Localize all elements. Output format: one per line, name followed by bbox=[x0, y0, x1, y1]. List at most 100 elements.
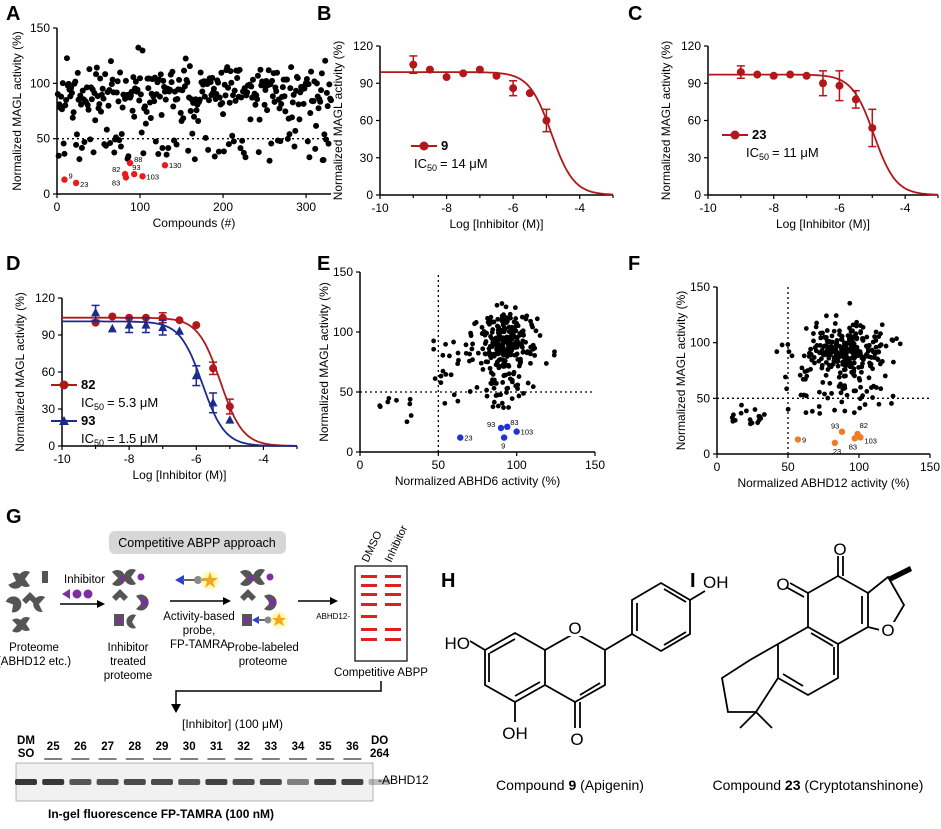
data-point bbox=[482, 351, 488, 357]
data-point bbox=[867, 363, 873, 369]
treated-label-2: treated bbox=[110, 656, 146, 668]
lane-label-do264-1: DO bbox=[371, 735, 388, 747]
data-point bbox=[491, 399, 497, 405]
data-point bbox=[300, 100, 307, 107]
data-point bbox=[425, 65, 434, 74]
data-point bbox=[480, 331, 486, 337]
y-tick-label: 0 bbox=[703, 447, 710, 461]
data-point bbox=[224, 64, 231, 71]
x-tick-label: -10 bbox=[371, 201, 389, 215]
data-point bbox=[296, 116, 303, 123]
arrow-down-icon bbox=[171, 704, 181, 713]
data-point bbox=[79, 87, 86, 94]
data-point bbox=[866, 354, 872, 360]
data-point bbox=[842, 408, 848, 414]
crypto-o-mask bbox=[879, 622, 897, 638]
arrow-right-icon bbox=[330, 597, 338, 605]
data-point bbox=[527, 349, 532, 355]
data-point bbox=[273, 88, 280, 95]
data-point bbox=[479, 324, 485, 330]
y-tick-label: 60 bbox=[688, 114, 702, 128]
data-point bbox=[61, 150, 68, 157]
data-point bbox=[797, 372, 803, 378]
data-point bbox=[803, 410, 809, 416]
data-point bbox=[839, 399, 845, 405]
data-point bbox=[102, 71, 109, 78]
panel-g-scheme: Competitive ABPP approach Proteome (ABHD… bbox=[0, 523, 429, 821]
abpp-title-box bbox=[109, 531, 286, 554]
data-point bbox=[72, 78, 79, 85]
data-point bbox=[516, 374, 522, 379]
data-point bbox=[513, 328, 519, 334]
data-point bbox=[799, 365, 805, 371]
data-point bbox=[220, 148, 227, 155]
legend-d-93-ic50: IC50 = 1.5 μM bbox=[81, 431, 158, 448]
highlighted-point bbox=[500, 434, 508, 441]
data-point bbox=[107, 140, 114, 147]
data-point bbox=[438, 380, 444, 386]
gel-band bbox=[42, 779, 65, 785]
data-point bbox=[304, 138, 311, 145]
data-point bbox=[281, 93, 288, 100]
data-point bbox=[802, 71, 811, 80]
data-point bbox=[58, 93, 65, 100]
data-point bbox=[739, 402, 744, 408]
data-point bbox=[177, 109, 184, 116]
data-point bbox=[93, 71, 100, 78]
data-point bbox=[785, 342, 791, 347]
data-point bbox=[543, 361, 549, 366]
x-tick-label: 200 bbox=[213, 200, 233, 214]
data-point bbox=[187, 107, 194, 114]
point-label: 130 bbox=[169, 161, 182, 170]
data-point bbox=[513, 352, 519, 358]
data-point bbox=[854, 335, 860, 341]
gel-band bbox=[314, 779, 337, 785]
data-point bbox=[322, 57, 329, 64]
highlighted-point bbox=[794, 436, 802, 443]
fit-curve bbox=[62, 320, 297, 447]
data-point bbox=[407, 401, 413, 407]
data-point bbox=[318, 70, 325, 77]
gel-band bbox=[287, 779, 309, 785]
panel-label-d: D bbox=[6, 253, 20, 275]
y-axis-label: Normalized MAGL activity (%) bbox=[331, 41, 345, 201]
data-point bbox=[731, 412, 736, 418]
data-point bbox=[118, 131, 125, 138]
data-point bbox=[868, 123, 877, 132]
data-point bbox=[516, 393, 522, 399]
data-point bbox=[256, 116, 263, 123]
legend-c-ic50: IC50 = 11 μM bbox=[746, 145, 819, 162]
methyl-wedge bbox=[888, 566, 912, 582]
data-point bbox=[141, 320, 151, 329]
data-point bbox=[785, 406, 791, 412]
data-point bbox=[86, 66, 93, 73]
x-tick-label: 150 bbox=[585, 458, 605, 472]
y-axis-label: Normalized MAGL activity (%) bbox=[674, 291, 688, 451]
chart-c-dose-response: 0 30 60 90 120 -10 -8 -6 -4 Log [Inhibitor (M)] No… bbox=[659, 39, 939, 231]
data-point bbox=[182, 55, 189, 62]
data-point bbox=[508, 334, 513, 340]
data-point bbox=[856, 375, 862, 381]
data-point bbox=[459, 69, 468, 78]
legend-c: 23 IC50 = 11 μM bbox=[722, 127, 819, 162]
gel-band bbox=[232, 779, 255, 785]
data-point bbox=[442, 400, 448, 406]
y-tick-label: 150 bbox=[30, 21, 50, 35]
data-point bbox=[151, 98, 158, 105]
point-label: 103 bbox=[147, 172, 160, 181]
data-point bbox=[803, 393, 809, 399]
data-point bbox=[227, 68, 234, 75]
data-point bbox=[174, 95, 181, 102]
y-tick-label: 30 bbox=[688, 151, 702, 165]
data-point bbox=[467, 351, 473, 357]
data-point bbox=[440, 368, 446, 374]
data-point bbox=[761, 412, 767, 417]
data-point bbox=[107, 323, 117, 333]
data-point bbox=[837, 328, 842, 334]
data-point bbox=[851, 410, 857, 416]
data-point bbox=[523, 316, 529, 322]
data-point bbox=[499, 400, 505, 406]
data-point bbox=[252, 101, 259, 108]
point-label: 23 bbox=[80, 180, 88, 189]
data-point bbox=[108, 312, 117, 321]
